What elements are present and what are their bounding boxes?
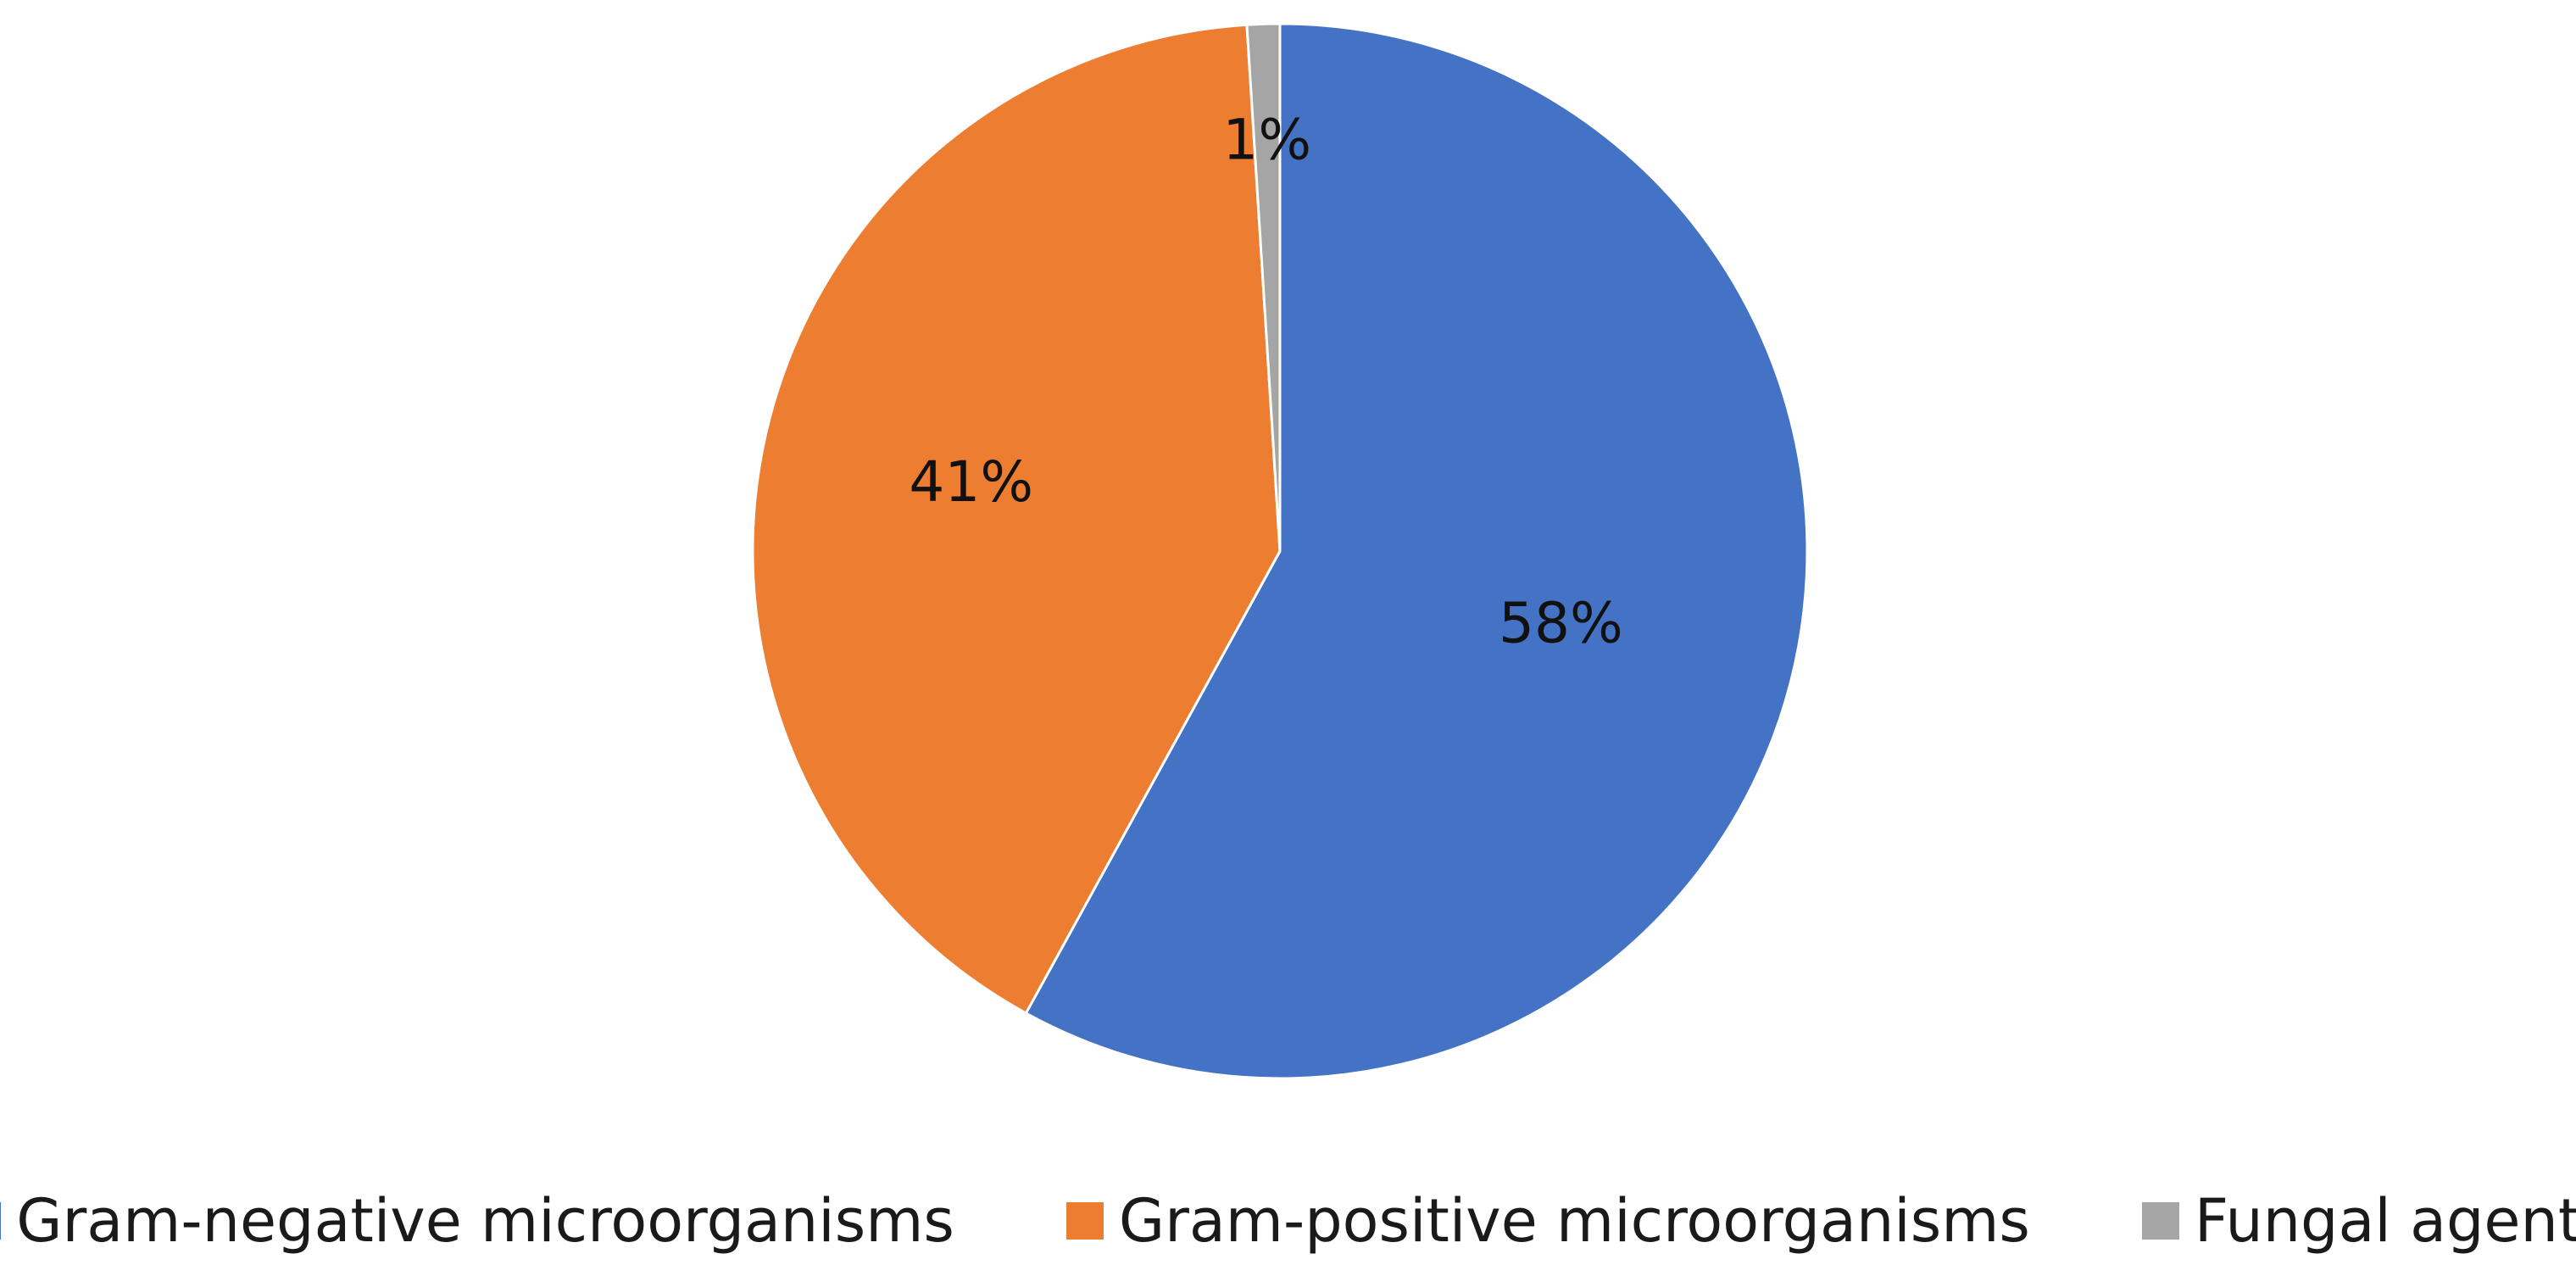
legend-swatch: [2141, 1202, 2179, 1240]
pie-slice-fungal: [1245, 22, 1282, 553]
legend-label: Fungal agents: [2194, 1186, 2576, 1256]
pie-slices: [751, 22, 1809, 1080]
data-label-fungal: 1%: [1222, 108, 1311, 173]
legend-swatch: [1065, 1202, 1104, 1240]
legend-item-gram-positive: Gram-positive microorganisms: [1065, 1186, 2030, 1256]
data-label-gram-positive: 41%: [909, 449, 1033, 515]
pie-data-labels: 58% 41% 1%: [909, 108, 1622, 656]
legend-item-gram-negative: Gram-negative microorganisms: [0, 1186, 954, 1256]
legend: Gram-negative microorganisms Gram-positiv…: [0, 1178, 2576, 1263]
legend-label: Gram-positive microorganisms: [1118, 1186, 2030, 1256]
legend-item-fungal: Fungal agents: [2141, 1186, 2576, 1256]
legend-swatch: [0, 1202, 2, 1240]
pie-slice-gram-positive: [751, 23, 1282, 1015]
legend-label: Gram-negative microorganisms: [16, 1186, 954, 1256]
pie-slice-gram-negative: [1024, 22, 1809, 1080]
data-label-gram-negative: 58%: [1499, 591, 1623, 656]
